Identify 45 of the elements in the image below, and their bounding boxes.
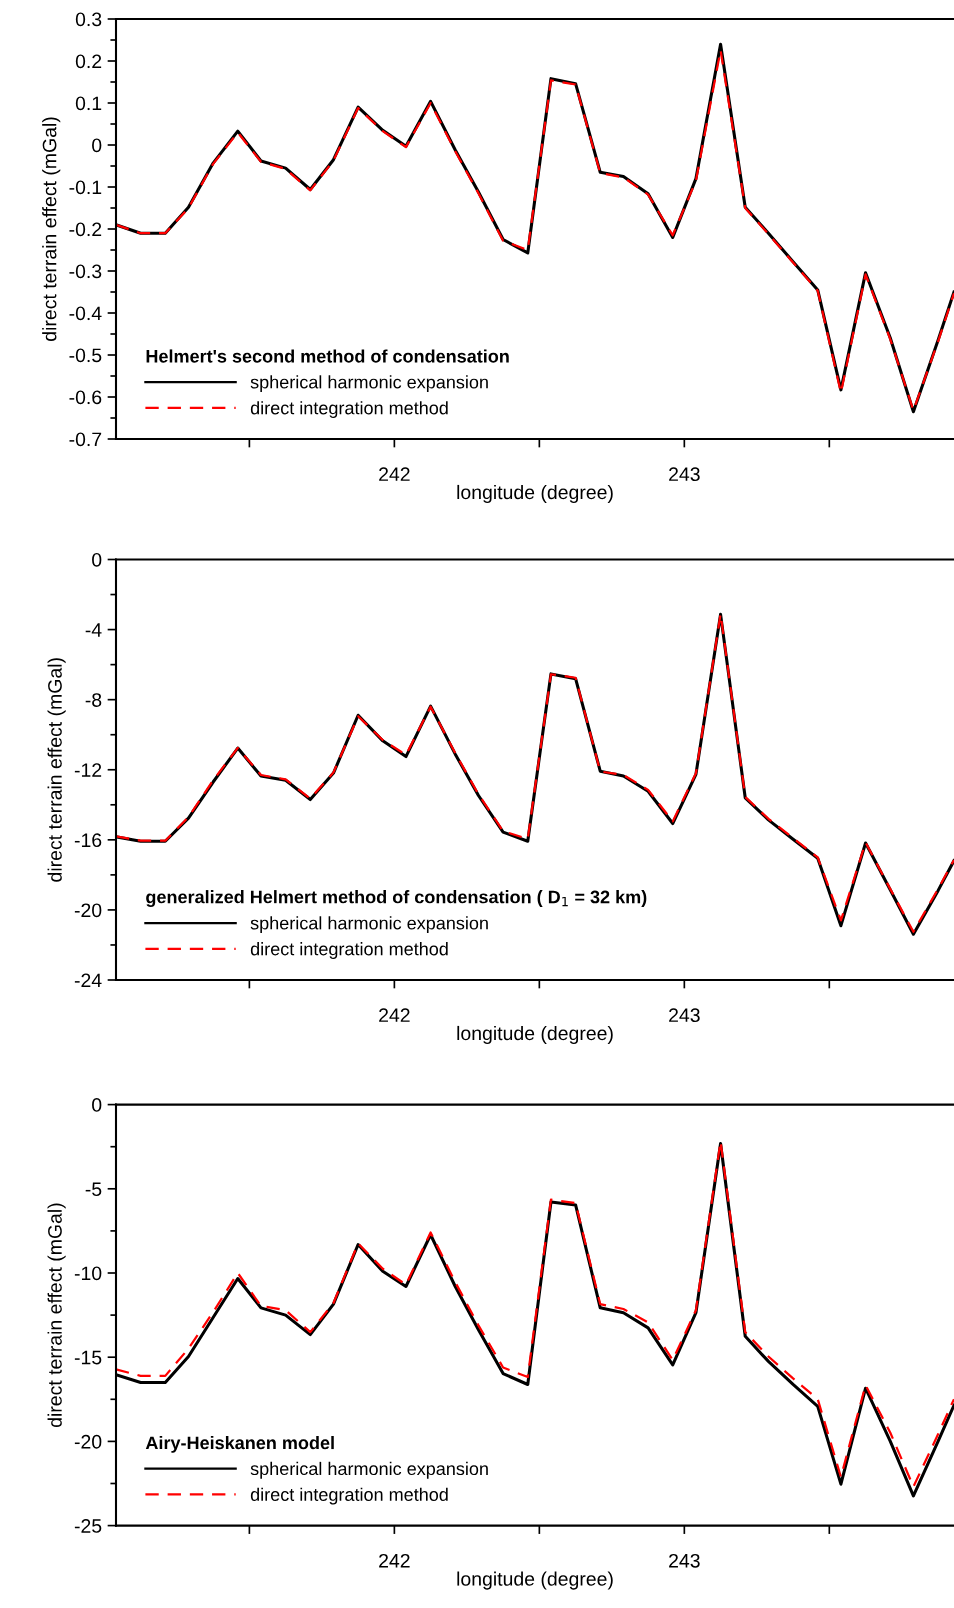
x-tick-label: 243 (669, 1008, 700, 1023)
y-tick-label: -8 (85, 693, 102, 707)
y-tick-label: -24 (74, 973, 102, 988)
y-axis-title: direct terrain effect (mGal) (47, 658, 66, 882)
y-tick-label: -5 (85, 1182, 102, 1197)
y-tick-label: -20 (74, 903, 102, 918)
legend-label: direct integration method (250, 1487, 448, 1505)
y-tick-label: -4 (85, 623, 102, 637)
x-tick-label: 243 (669, 1553, 700, 1568)
x-axis-title: longitude (degree) (457, 1571, 613, 1590)
x-axis-title: longitude (degree) (457, 1025, 613, 1045)
legend-label: spherical harmonic expansion (250, 375, 488, 393)
legend-title: generalized Helmert method of condensation ( D$_{1}$ = 32 km) (146, 890, 647, 907)
y-tick-label: -0.2 (69, 222, 102, 237)
y-tick-label: -20 (74, 1434, 102, 1449)
legend-label: direct integration method (250, 942, 448, 959)
legend-title: Airy-Heiskanen model (145, 1435, 334, 1453)
legend-label: spherical harmonic expansion (250, 1461, 488, 1479)
y-tick-label: -0.6 (69, 390, 102, 405)
x-tick-label: 243 (669, 467, 700, 482)
y-tick-label: -0.5 (69, 348, 102, 363)
y-tick-label: 0 (92, 1098, 102, 1112)
y-tick-label: -0.7 (69, 432, 102, 447)
y-tick-label: 0 (92, 138, 102, 153)
x-axis-title: longitude (degree) (457, 484, 613, 504)
y-tick-label: 0 (92, 552, 102, 567)
x-tick-label: 242 (379, 467, 410, 481)
y-tick-label: -15 (74, 1350, 102, 1365)
y-tick-label: -0.1 (69, 180, 102, 195)
y-tick-label: -25 (74, 1519, 102, 1533)
x-tick-label: 242 (379, 1008, 410, 1022)
y-tick-label: -0.3 (69, 264, 102, 279)
y-axis-title: direct terrain effect (mGal) (47, 1203, 66, 1428)
legend-label: spherical harmonic expansion (250, 916, 488, 934)
y-tick-label: 0.1 (75, 96, 102, 111)
legend-title: Helmert's second method of condensation (146, 349, 509, 363)
y-tick-label: -16 (74, 833, 102, 848)
y-tick-label: -12 (74, 763, 102, 777)
y-tick-label: 0.3 (75, 12, 102, 27)
x-tick-label: 242 (379, 1553, 410, 1568)
y-axis-title: direct terrain effect (mGal) (42, 117, 61, 341)
y-tick-label: -0.4 (69, 306, 102, 321)
y-tick-label: -10 (74, 1266, 102, 1281)
legend-label: direct integration method (250, 401, 448, 418)
y-tick-label: 0.2 (75, 54, 102, 69)
